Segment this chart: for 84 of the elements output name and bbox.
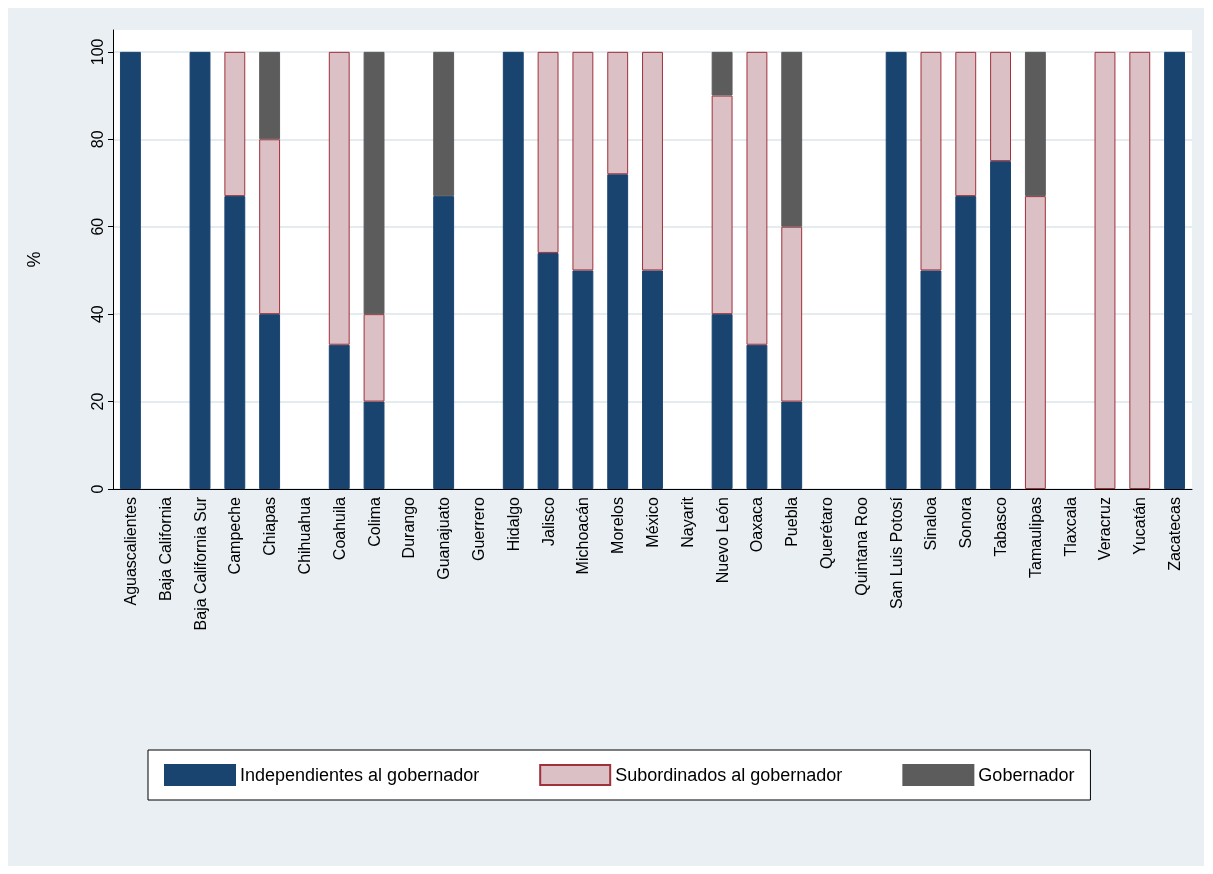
x-tick-label: Tamaulipas <box>1026 497 1044 578</box>
x-tick-label: Michoacán <box>574 497 592 575</box>
x-tick-label: Sinaloa <box>922 496 940 551</box>
bar <box>1094 51 1116 489</box>
x-tick-label: Colima <box>365 496 383 547</box>
bar <box>502 51 524 489</box>
bar <box>711 314 733 489</box>
y-tick-label: 0 <box>88 484 106 494</box>
bar <box>537 252 559 489</box>
bar <box>1164 51 1186 489</box>
x-tick-label: Chiapas <box>261 497 279 556</box>
bar <box>259 139 281 315</box>
bar <box>363 314 385 402</box>
bar <box>572 270 594 489</box>
legend-label: Subordinados al gobernador <box>615 765 843 785</box>
x-tick-label: Veracruz <box>1096 497 1114 561</box>
y-tick-label: 60 <box>88 217 106 236</box>
bar <box>781 401 803 489</box>
bar <box>990 51 1012 162</box>
bar <box>642 51 663 271</box>
bar <box>885 51 907 489</box>
bar <box>955 51 977 197</box>
bar <box>363 401 385 489</box>
y-tick-label: 20 <box>88 392 106 411</box>
x-tick-label: Aguascalientes <box>121 497 139 606</box>
x-tick-label: Baja California <box>156 496 174 602</box>
x-tick-label: Campeche <box>226 496 244 575</box>
bar <box>955 196 977 489</box>
bar <box>781 226 803 402</box>
bar <box>711 51 733 96</box>
y-tick-label: 40 <box>88 305 106 324</box>
bar <box>920 270 942 489</box>
y-tick-label: 100 <box>88 38 106 66</box>
bar <box>572 51 594 271</box>
bar <box>711 95 733 315</box>
y-axis-title: % <box>24 251 44 268</box>
bar <box>119 51 141 489</box>
bar <box>781 51 803 227</box>
bar <box>746 51 768 345</box>
bar <box>189 51 211 489</box>
bar <box>1129 51 1151 489</box>
x-tick-label: Zacatecas <box>1166 497 1184 571</box>
x-tick-label: Nayarit <box>678 496 696 548</box>
x-tick-label: Guanajuato <box>435 496 453 580</box>
x-tick-label: Guerrero <box>469 496 487 562</box>
x-tick-label: Tlaxcala <box>1061 496 1079 557</box>
x-tick-label: Hidalgo <box>504 496 522 552</box>
bar <box>328 51 350 345</box>
bar <box>537 51 559 253</box>
bar <box>607 174 629 489</box>
bar <box>1024 51 1046 197</box>
x-tick-label: Puebla <box>783 496 801 547</box>
x-tick-label: Morelos <box>609 497 627 554</box>
y-tick-label: 80 <box>88 130 106 149</box>
legend-label: Gobernador <box>978 765 1075 785</box>
bar <box>1024 196 1046 489</box>
x-tick-label: Querétaro <box>818 496 836 570</box>
x-tick-label: Quintana Roo <box>852 496 870 596</box>
x-tick-label: México <box>644 496 661 548</box>
x-tick-label: Jalisco <box>539 496 557 546</box>
bar <box>224 51 246 197</box>
bar <box>328 344 350 489</box>
x-tick-label: Tabasco <box>992 496 1010 557</box>
x-tick-label: Nuevo León <box>713 497 731 584</box>
bar <box>920 51 942 271</box>
bar <box>433 51 455 197</box>
bar <box>607 51 629 175</box>
x-tick-label: Durango <box>400 496 418 559</box>
bar <box>990 161 1012 489</box>
x-tick-label: San Luis Potosí <box>887 496 905 610</box>
x-tick-label: Coahuila <box>330 496 348 561</box>
x-tick-label: Chihuahua <box>295 496 313 575</box>
bar <box>746 344 768 489</box>
bar <box>259 51 281 140</box>
x-tick-label: Baja California Sur <box>191 496 209 631</box>
bar <box>433 196 455 489</box>
bar <box>642 270 663 489</box>
x-tick-label: Sonora <box>957 496 975 549</box>
bar <box>259 314 281 489</box>
bar <box>363 51 385 315</box>
legend-label: Independientes al gobernador <box>240 765 480 785</box>
bar <box>224 196 246 489</box>
x-tick-label: Oaxaca <box>748 496 766 553</box>
x-tick-label: Yucatán <box>1131 497 1149 555</box>
